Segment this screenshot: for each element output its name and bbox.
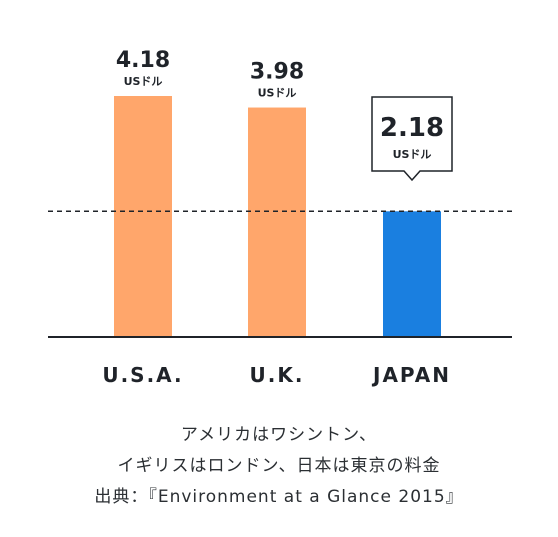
value-label-japan: 2.18 [380, 113, 444, 143]
bar-usa [114, 96, 172, 337]
bar-chart: 4.18 USドル U.S.A. 3.98 USドル U.K. 2.18 USドル JAPAN [48, 48, 512, 387]
bar-uk [248, 107, 306, 337]
bars-group [114, 96, 441, 337]
value-label-usa: 4.18 [116, 48, 170, 73]
value-label-uk: 3.98 [250, 60, 304, 85]
caption-line-3: 出典：『Environment at a Glance 2015』 [94, 487, 464, 507]
caption-line-2: イギリスはロンドン、日本は東京の料金 [117, 456, 441, 476]
value-callout-box [371, 96, 453, 182]
bar-japan [383, 211, 441, 337]
unit-label-usa: USドル [124, 75, 163, 88]
category-label-uk: U.K. [250, 363, 305, 387]
unit-label-japan: USドル [393, 148, 432, 161]
unit-label-uk: USドル [258, 87, 297, 100]
labels-group: 4.18 USドル U.S.A. 3.98 USドル U.K. 2.18 USドル JAPAN [102, 48, 453, 387]
category-label-usa: U.S.A. [102, 363, 183, 387]
caption-line-1: アメリカはワシントン、 [180, 425, 378, 445]
category-label-japan: JAPAN [371, 363, 451, 387]
